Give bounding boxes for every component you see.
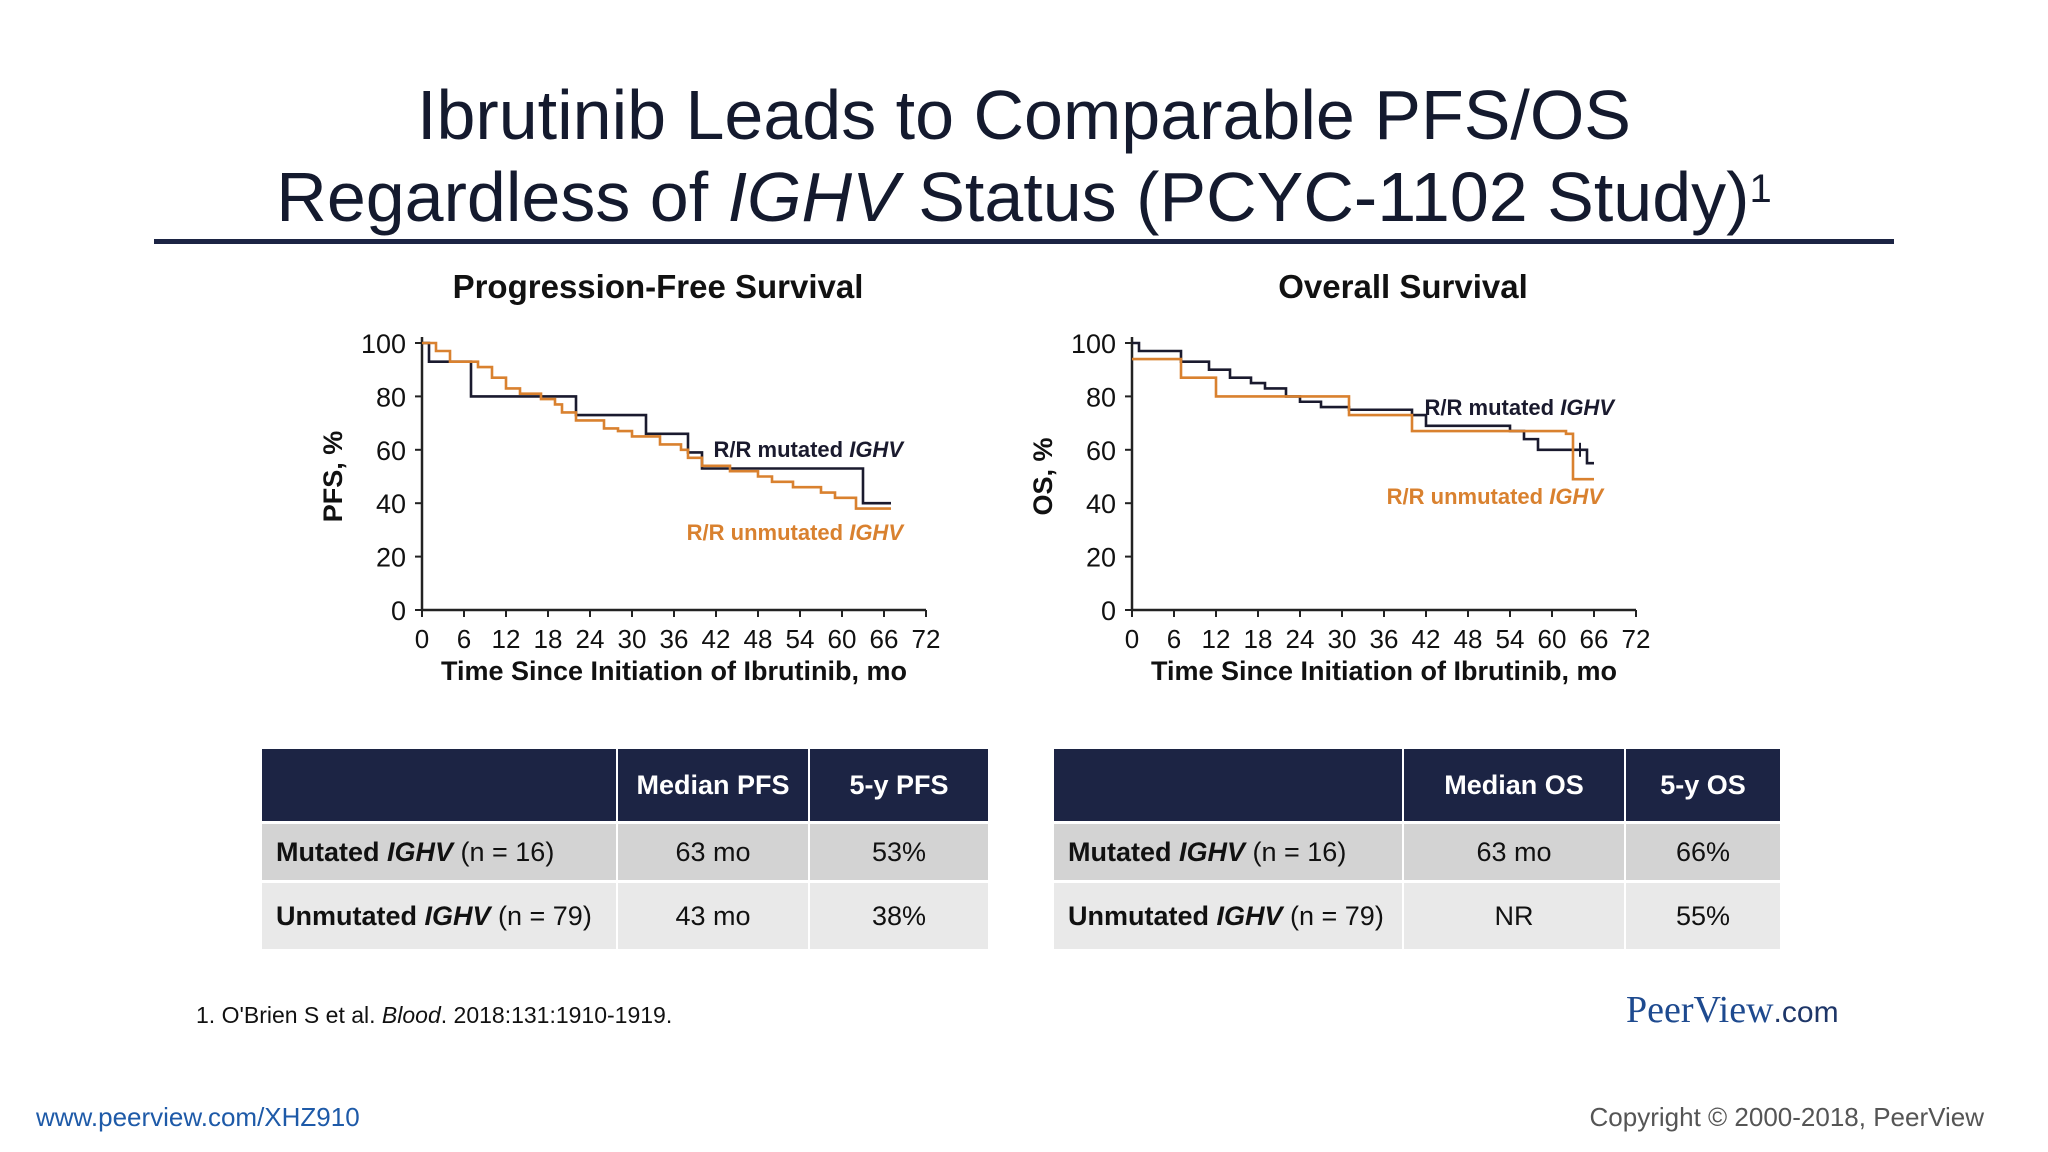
- five-year-value: 53%: [810, 824, 988, 880]
- reference-citation: 1. O'Brien S et al. Blood. 2018:131:1910…: [196, 1002, 673, 1028]
- table-row: Unmutated IGHV (n = 79) NR 55%: [1054, 883, 1780, 949]
- x-tick-label: 42: [702, 624, 731, 654]
- y-tick-label: 40: [376, 489, 406, 519]
- os-summary-table: Median OS 5-y OS Mutated IGHV (n = 16) 6…: [1052, 746, 1782, 952]
- table-header-median-pfs: Median PFS: [618, 749, 808, 821]
- table-row: Mutated IGHV (n = 16) 63 mo 66%: [1054, 824, 1780, 880]
- title-line-2-part-b: Status (PCYC-1102 Study): [898, 158, 1750, 236]
- x-tick-label: 24: [576, 624, 605, 654]
- x-tick-label: 24: [1286, 624, 1315, 654]
- os-chart-title: Overall Survival: [1278, 268, 1528, 305]
- y-tick-label: 0: [391, 596, 406, 626]
- x-tick-label: 6: [1167, 624, 1181, 654]
- y-tick-label: 20: [376, 543, 406, 573]
- x-tick-label: 42: [1412, 624, 1441, 654]
- x-tick-label: 72: [1622, 624, 1651, 654]
- y-tick-label: 40: [1086, 489, 1116, 519]
- y-tick-label: 60: [376, 436, 406, 466]
- five-year-value: 66%: [1626, 824, 1780, 880]
- median-value: 63 mo: [618, 824, 808, 880]
- row-label: Unmutated IGHV (n = 79): [262, 883, 616, 949]
- x-axis-label: Time Since Initiation of Ibrutinib, mo: [1151, 656, 1617, 686]
- x-tick-label: 12: [492, 624, 521, 654]
- unmutated-survival-curve: [422, 341, 891, 510]
- x-tick-label: 54: [1496, 624, 1525, 654]
- x-tick-label: 6: [457, 624, 471, 654]
- peerview-logo: PeerView.com: [1626, 989, 1839, 1031]
- table-header-median-os: Median OS: [1404, 749, 1624, 821]
- footer-url-link[interactable]: www.peerview.com/XHZ910: [36, 1102, 360, 1132]
- mutated-series-label: R/R mutated IGHV: [714, 437, 906, 462]
- x-tick-label: 30: [1328, 624, 1357, 654]
- y-axis-label: OS, %: [1028, 437, 1058, 515]
- title-superscript: 1: [1749, 167, 1772, 211]
- y-tick-label: 80: [1086, 382, 1116, 412]
- five-year-value: 38%: [810, 883, 988, 949]
- five-year-value: 55%: [1626, 883, 1780, 949]
- table-header-blank: [262, 749, 616, 821]
- x-tick-label: 0: [1125, 624, 1139, 654]
- title-line-2-part-a: Regardless of: [276, 158, 728, 236]
- table-header-5y-pfs: 5-y PFS: [810, 749, 988, 821]
- x-tick-label: 48: [744, 624, 773, 654]
- y-tick-label: 100: [1071, 329, 1116, 359]
- x-tick-label: 48: [1454, 624, 1483, 654]
- title-line-2-italic: IGHV: [727, 158, 899, 236]
- x-tick-label: 60: [1538, 624, 1567, 654]
- y-tick-label: 100: [361, 329, 406, 359]
- slide-title: Ibrutinib Leads to Comparable PFS/OS Reg…: [0, 74, 2048, 238]
- unmutated-series-label: R/R unmutated IGHV: [687, 520, 906, 545]
- x-tick-label: 54: [786, 624, 815, 654]
- x-tick-label: 36: [1370, 624, 1399, 654]
- median-value: 63 mo: [1404, 824, 1624, 880]
- y-tick-label: 80: [376, 382, 406, 412]
- x-tick-label: 66: [1580, 624, 1609, 654]
- table-header-5y-os: 5-y OS: [1626, 749, 1780, 821]
- table-row: Unmutated IGHV (n = 79) 43 mo 38%: [262, 883, 988, 949]
- y-tick-label: 20: [1086, 543, 1116, 573]
- table-header-blank: [1054, 749, 1402, 821]
- mutated-series-label: R/R mutated IGHV: [1425, 395, 1617, 420]
- table-row: Mutated IGHV (n = 16) 63 mo 53%: [262, 824, 988, 880]
- y-tick-label: 60: [1086, 436, 1116, 466]
- y-tick-label: 0: [1101, 596, 1116, 626]
- x-tick-label: 18: [534, 624, 563, 654]
- x-tick-label: 60: [828, 624, 857, 654]
- title-line-1: Ibrutinib Leads to Comparable PFS/OS: [417, 76, 1631, 154]
- table-header-row: Median PFS 5-y PFS: [262, 749, 988, 821]
- mutated-survival-curve: [1132, 341, 1594, 465]
- footer-copyright: Copyright © 2000-2018, PeerView: [1589, 1102, 1984, 1132]
- row-label: Mutated IGHV (n = 16): [262, 824, 616, 880]
- row-label: Mutated IGHV (n = 16): [1054, 824, 1402, 880]
- y-axis-label: PFS, %: [318, 431, 348, 523]
- unmutated-survival-curve: [1132, 357, 1594, 481]
- x-tick-label: 12: [1202, 624, 1231, 654]
- table-header-row: Median OS 5-y OS: [1054, 749, 1780, 821]
- median-value: 43 mo: [618, 883, 808, 949]
- x-tick-label: 30: [618, 624, 647, 654]
- row-label: Unmutated IGHV (n = 79): [1054, 883, 1402, 949]
- unmutated-series-label: R/R unmutated IGHV: [1387, 484, 1606, 509]
- pfs-chart-title: Progression-Free Survival: [452, 268, 864, 305]
- x-axis-label: Time Since Initiation of Ibrutinib, mo: [441, 656, 907, 686]
- title-divider: [154, 239, 1894, 244]
- x-tick-label: 66: [870, 624, 899, 654]
- median-value: NR: [1404, 883, 1624, 949]
- x-tick-label: 18: [1244, 624, 1273, 654]
- pfs-summary-table: Median PFS 5-y PFS Mutated IGHV (n = 16)…: [260, 746, 990, 952]
- x-tick-label: 36: [660, 624, 689, 654]
- x-tick-label: 72: [912, 624, 941, 654]
- x-tick-label: 0: [415, 624, 429, 654]
